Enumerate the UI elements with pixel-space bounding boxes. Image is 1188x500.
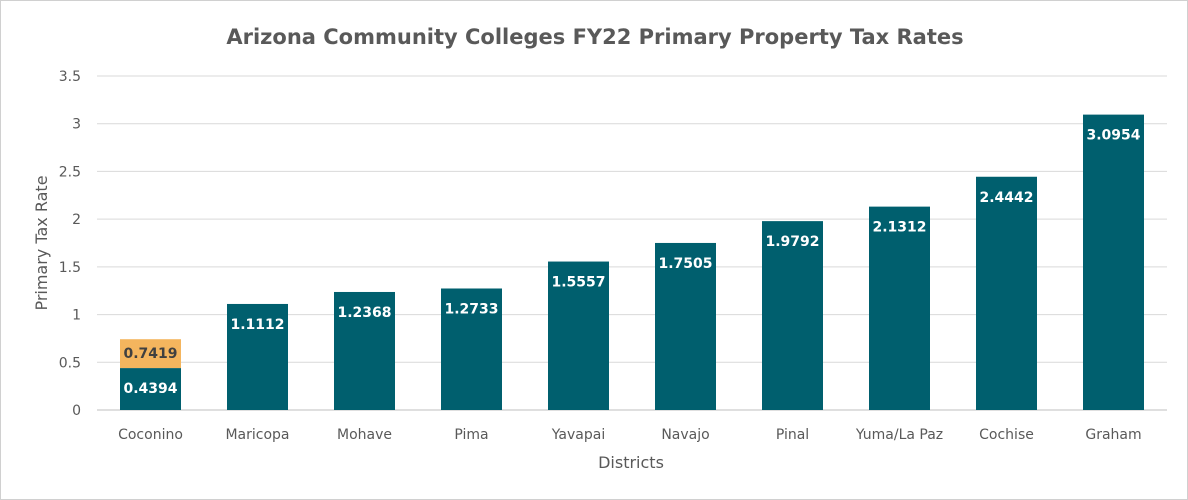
x-tick-label: Graham (1085, 427, 1141, 443)
y-tick-label: 0 (72, 403, 81, 419)
data-label: 2.1312 (872, 220, 926, 236)
bar (869, 206, 930, 410)
bar (762, 221, 823, 410)
bar (655, 242, 716, 410)
y-axis-ticks: 0 0.5 1 1.5 2 2.5 3 3.5 (59, 69, 81, 419)
x-axis-label: Districts (598, 453, 664, 472)
x-tick-label: Navajo (661, 427, 709, 443)
bar (441, 288, 502, 410)
x-tick-label: Yuma/La Paz (855, 427, 943, 443)
y-tick-label: 3 (72, 117, 81, 133)
data-label: 1.7505 (658, 256, 712, 272)
bar (1083, 114, 1144, 410)
x-tick-label: Pima (454, 427, 488, 443)
y-tick-label: 1.5 (59, 260, 81, 276)
y-tick-label: 3.5 (59, 69, 81, 85)
y-tick-label: 0.5 (59, 355, 81, 371)
bar (976, 176, 1037, 410)
y-tick-label: 2.5 (59, 164, 81, 180)
bar (548, 261, 609, 410)
data-label: 3.0954 (1086, 128, 1140, 144)
x-tick-label: Yavapai (551, 427, 605, 443)
bar (120, 368, 181, 410)
data-label: 1.2368 (337, 305, 391, 321)
x-tick-label: Cochise (979, 427, 1034, 443)
bars (120, 114, 1144, 410)
data-label: 0.4394 (123, 381, 177, 397)
x-tick-label: Coconino (118, 427, 183, 443)
data-labels: 0.7419 0.4394 1.1112 1.2368 1.2733 1.5557 1.75… (123, 128, 1140, 397)
chart-title: Arizona Community Colleges FY22 Primary … (226, 25, 963, 49)
data-label: 1.5557 (551, 275, 605, 291)
data-label: 2.4442 (979, 190, 1033, 206)
highlight-data-label: 0.7419 (123, 346, 177, 362)
y-tick-label: 1 (72, 308, 81, 324)
x-tick-label: Pinal (776, 427, 809, 443)
x-tick-label: Mohave (337, 427, 392, 443)
x-tick-label: Maricopa (225, 427, 289, 443)
y-tick-label: 2 (72, 212, 81, 228)
bar (334, 291, 395, 410)
data-label: 1.2733 (444, 301, 498, 317)
x-axis-ticks: Coconino Maricopa Mohave Pima Yavapai Navajo P… (118, 427, 1142, 443)
highlight-bar-segment (120, 339, 181, 369)
data-label: 1.1112 (230, 317, 284, 333)
y-axis-label: Primary Tax Rate (32, 175, 51, 310)
bar (227, 303, 288, 410)
data-label: 1.9792 (765, 234, 819, 250)
